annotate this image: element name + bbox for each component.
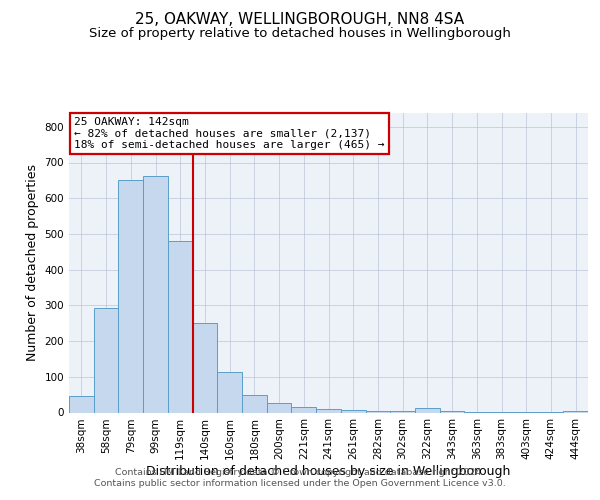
Text: 25 OAKWAY: 142sqm
← 82% of detached houses are smaller (2,137)
18% of semi-detac: 25 OAKWAY: 142sqm ← 82% of detached hous…: [74, 117, 385, 150]
Bar: [118, 180, 143, 412]
Bar: [267, 402, 292, 412]
Bar: [143, 176, 168, 412]
Y-axis label: Number of detached properties: Number of detached properties: [26, 164, 39, 361]
X-axis label: Distribution of detached houses by size in Wellingborough: Distribution of detached houses by size …: [146, 465, 511, 478]
Bar: [341, 410, 365, 412]
Text: Size of property relative to detached houses in Wellingborough: Size of property relative to detached ho…: [89, 28, 511, 40]
Bar: [415, 408, 440, 412]
Bar: [563, 410, 588, 412]
Bar: [217, 372, 242, 412]
Bar: [168, 242, 193, 412]
Text: 25, OAKWAY, WELLINGBOROUGH, NN8 4SA: 25, OAKWAY, WELLINGBOROUGH, NN8 4SA: [136, 12, 464, 28]
Bar: [94, 308, 118, 412]
Bar: [365, 410, 390, 412]
Bar: [292, 407, 316, 412]
Bar: [69, 396, 94, 412]
Bar: [316, 409, 341, 412]
Text: Contains HM Land Registry data © Crown copyright and database right 2024.
Contai: Contains HM Land Registry data © Crown c…: [94, 468, 506, 487]
Bar: [242, 396, 267, 412]
Bar: [193, 322, 217, 412]
